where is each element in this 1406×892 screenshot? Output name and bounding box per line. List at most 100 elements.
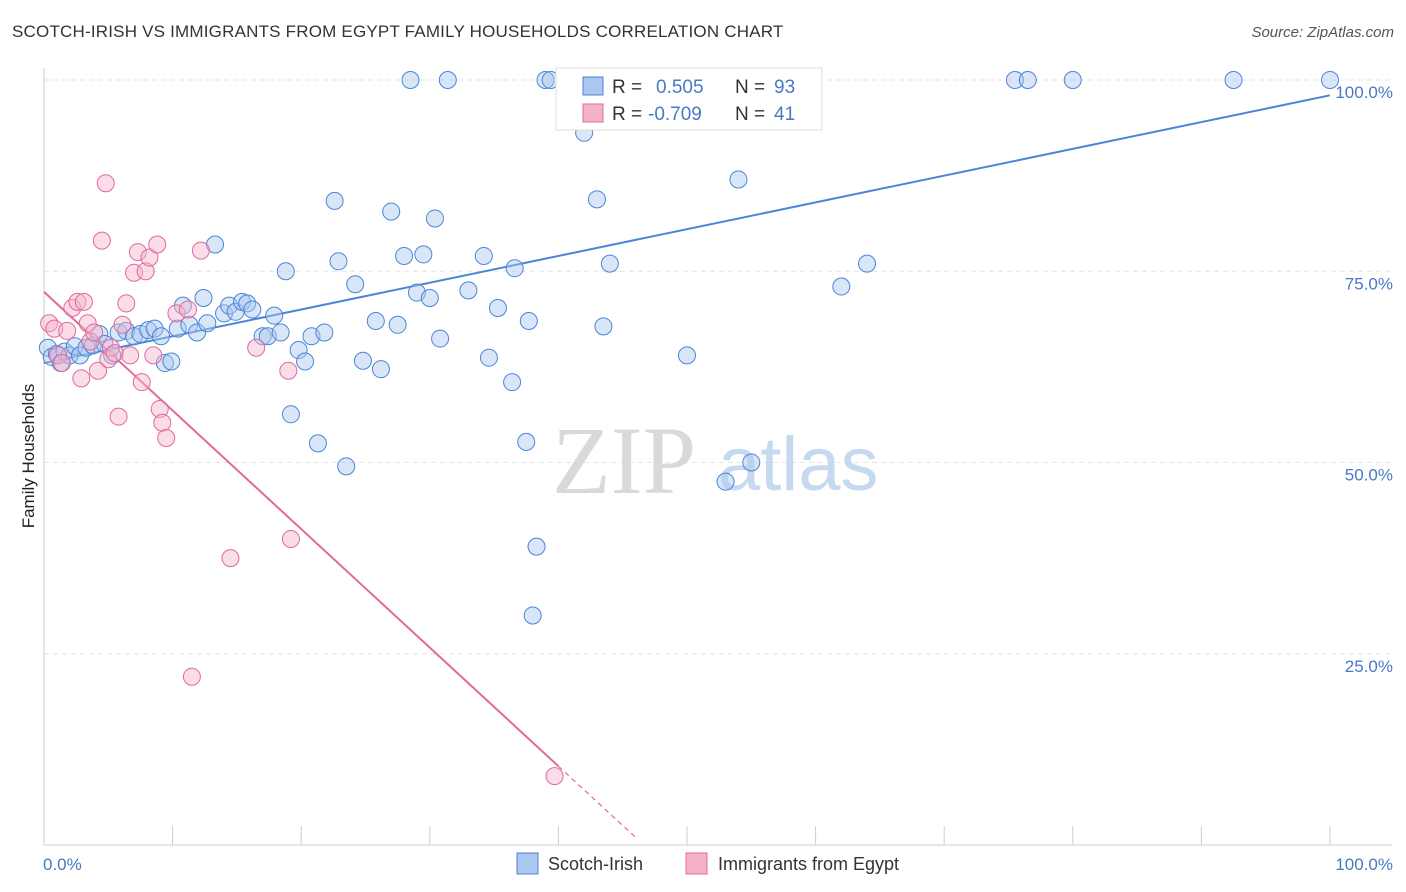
legend-r-value-pink: -0.709	[648, 104, 702, 125]
legend-n-value-blue: 93	[774, 77, 795, 98]
egypt-point-9	[78, 314, 97, 333]
egypt-point-17	[105, 344, 124, 363]
egypt-point-36	[221, 549, 240, 568]
scotch-irish-point-86	[832, 277, 851, 296]
scotch-irish-point-0	[38, 338, 57, 357]
y-tick-labels: 25.0% 50.0% 75.0% 100.0%	[1335, 83, 1393, 676]
scotch-irish-point-60	[425, 209, 444, 228]
scotch-irish-point-54	[388, 315, 407, 334]
scotch-irish-point-73	[536, 71, 555, 89]
scotch-irish-point-52	[371, 360, 390, 379]
scotch-irish-point-33	[238, 294, 257, 313]
scotch-irish-point-7	[71, 346, 90, 365]
scotch-irish-point-92	[1321, 71, 1339, 89]
series-legend-label-blue: Scotch-Irish	[548, 854, 643, 874]
scotch-irish-point-42	[296, 352, 315, 371]
scotch-irish-point-41	[289, 341, 308, 360]
scotch-irish-point-87	[858, 254, 877, 273]
y-tick-label-2: 75.0%	[1345, 274, 1393, 293]
egypt-point-34	[182, 667, 201, 686]
scotch-irish-point-26	[194, 289, 213, 308]
legend-n-label-blue: N =	[735, 77, 765, 98]
scotch-irish-point-72	[527, 537, 546, 556]
trend-line-scotch-irish	[43, 94, 1331, 365]
legend-swatch-blue	[582, 76, 604, 96]
series-legend-swatch-blue	[516, 852, 539, 875]
scotch-irish-point-83	[729, 170, 748, 189]
egypt-point-30	[153, 413, 172, 432]
scotch-irish-point-27	[198, 314, 217, 333]
egypt-point-32	[167, 304, 186, 323]
y-tick-label-1: 50.0%	[1345, 466, 1393, 485]
scotch-irish-point-66	[488, 298, 507, 317]
egypt-point-12	[89, 361, 108, 380]
egypt-point-3	[53, 354, 72, 373]
scotch-irish-point-64	[474, 246, 493, 265]
legend-n-value-pink: 41	[774, 104, 795, 125]
scotch-irish-point-71	[523, 606, 542, 625]
egypt-point-24	[132, 373, 151, 392]
y-axis-label: Family Households	[19, 384, 38, 529]
scotch-irish-point-77	[587, 190, 606, 209]
scotch-irish-point-68	[505, 259, 524, 278]
stats-legend: R = 0.505 N = 93 R = -0.709 N = 41	[555, 67, 823, 131]
egypt-point-38	[279, 361, 298, 380]
egypt-point-18	[109, 407, 128, 426]
scotch-irish-point-78	[594, 317, 613, 336]
scotch-irish-point-65	[479, 348, 498, 367]
scotch-irish-points	[38, 71, 1339, 625]
scotch-irish-point-50	[353, 351, 372, 370]
scotch-irish-point-45	[315, 323, 334, 342]
scotch-irish-point-59	[420, 289, 439, 308]
scotch-irish-point-38	[271, 323, 290, 342]
scotch-irish-point-90	[1063, 71, 1082, 89]
egypt-point-6	[68, 292, 87, 311]
scotch-irish-point-39	[276, 262, 295, 281]
scotch-irish-point-69	[517, 432, 536, 451]
scotch-irish-point-55	[395, 246, 414, 265]
x-tick-label-min: 0.0%	[43, 855, 82, 874]
scotch-irish-point-25	[188, 323, 207, 342]
scotch-irish-point-48	[337, 457, 356, 476]
scotch-irish-point-81	[678, 346, 696, 365]
egypt-point-13	[92, 231, 111, 250]
scotch-irish-point-46	[325, 191, 344, 210]
scotch-irish-point-49	[346, 275, 365, 294]
egypt-point-35	[191, 241, 210, 260]
scotch-irish-point-56	[401, 71, 420, 89]
scotch-irish-point-47	[329, 252, 348, 271]
scotch-irish-point-89	[1018, 71, 1037, 89]
egypt-point-7	[72, 369, 91, 388]
trend-lines	[43, 94, 1331, 838]
egypt-point-23	[128, 243, 147, 262]
scotch-irish-point-40	[281, 405, 300, 424]
scotch-irish-point-63	[459, 281, 478, 300]
trend-line-egypt-extension	[557, 765, 636, 838]
egypt-point-4	[58, 321, 77, 340]
egypt-point-11	[85, 323, 104, 342]
egypt-point-8	[74, 292, 93, 311]
egypt-point-0	[40, 314, 59, 333]
egypt-point-29	[150, 399, 169, 418]
egypt-point-25	[136, 262, 155, 281]
scotch-irish-point-61	[431, 329, 450, 348]
egypt-point-33	[179, 300, 198, 319]
y-tick-label-3: 100.0%	[1335, 83, 1393, 102]
scotch-irish-point-37	[265, 306, 284, 325]
legend-r-value-blue: 0.505	[656, 77, 704, 98]
egypt-points	[40, 174, 564, 786]
scotch-irish-point-22	[168, 319, 187, 338]
egypt-point-19	[113, 315, 132, 334]
scotch-irish-point-18	[145, 319, 164, 338]
scotch-irish-point-62	[438, 71, 457, 89]
scotch-irish-point-53	[382, 202, 401, 221]
trend-line-egypt	[43, 291, 560, 767]
scotch-irish-point-21	[162, 352, 181, 371]
scotch-irish-point-91	[1224, 71, 1243, 89]
scotch-irish-point-67	[503, 373, 522, 392]
scotch-irish-point-84	[742, 453, 761, 472]
egypt-point-37	[247, 338, 266, 357]
egypt-point-39	[281, 530, 300, 548]
scotch-irish-point-88	[1005, 71, 1024, 89]
